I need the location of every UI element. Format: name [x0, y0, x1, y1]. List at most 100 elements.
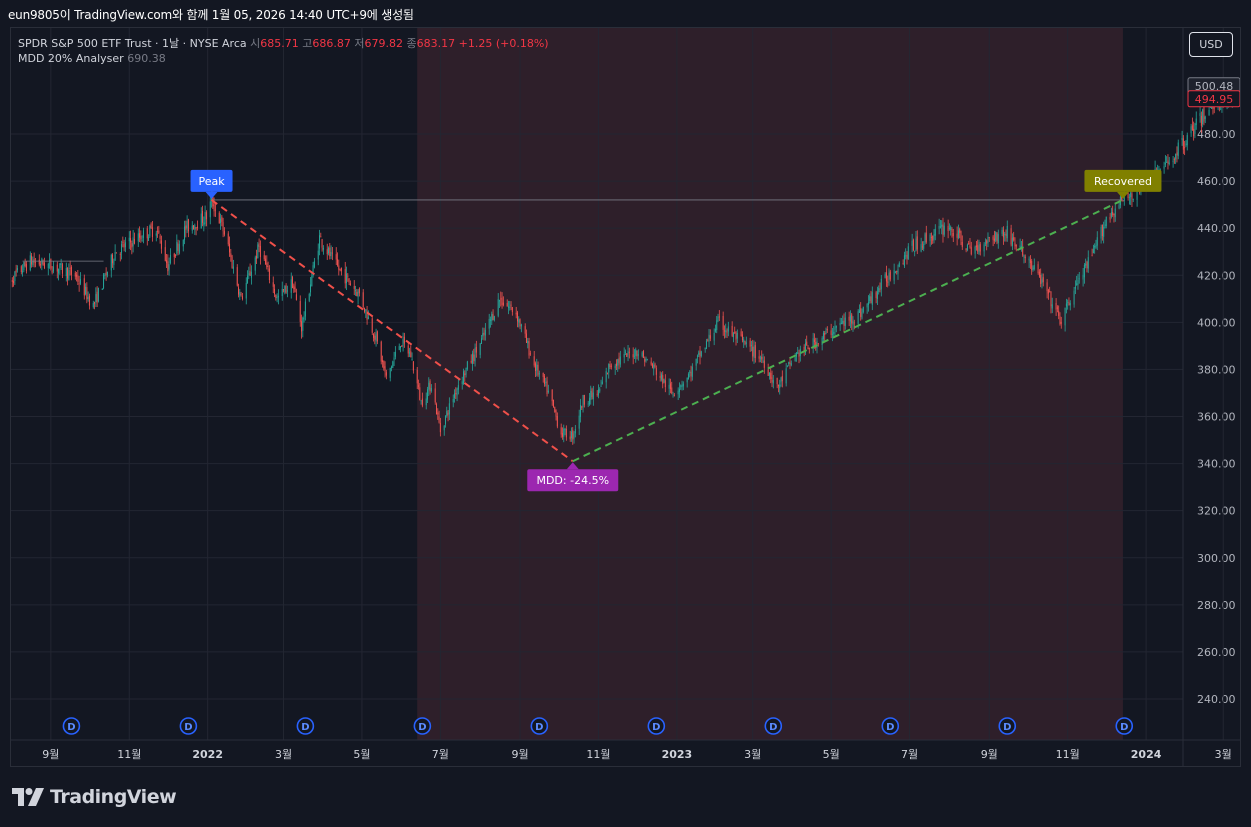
candle-body: [373, 334, 375, 338]
currency-button[interactable]: USD: [1189, 32, 1233, 57]
candle-body: [1101, 224, 1103, 237]
dividend-marker-icon[interactable]: [62, 717, 81, 735]
candle-body: [231, 256, 233, 268]
candle-body: [852, 320, 854, 326]
mdd-label-box[interactable]: [527, 469, 619, 492]
candle-body: [853, 322, 855, 324]
candle-body: [696, 355, 698, 357]
candle-body: [204, 212, 206, 224]
candle-body: [110, 254, 112, 271]
candle-body: [1087, 257, 1089, 269]
candle-body: [533, 356, 535, 366]
dividend-marker-label: D: [652, 722, 660, 733]
candle-body: [113, 260, 115, 265]
candle-body: [130, 238, 132, 243]
candle-body: [157, 231, 159, 232]
price-badge-label: 494.95: [1195, 93, 1234, 106]
candle-body: [322, 247, 324, 250]
candle-body: [22, 271, 24, 273]
candle-body: [453, 393, 455, 398]
candle-body: [274, 288, 276, 294]
candle-body: [61, 264, 63, 274]
candle-body: [885, 272, 887, 282]
candle-body: [34, 261, 36, 263]
chart-area[interactable]: 240.00 260.00 280.00 300.00 320.00 340.00 360.…: [10, 27, 1241, 767]
candle-body: [619, 356, 621, 365]
candle-body: [1011, 237, 1013, 246]
candle-body: [627, 351, 629, 355]
candle-body: [498, 300, 500, 302]
dividend-marker-icon[interactable]: [296, 717, 315, 735]
close-label: 종: [406, 37, 417, 50]
candle-body: [941, 224, 943, 227]
candle-body: [1114, 208, 1116, 218]
candle-body: [896, 270, 898, 272]
candle-body: [311, 276, 313, 287]
dividend-marker-icon[interactable]: [647, 717, 666, 735]
candle-body: [1191, 125, 1193, 130]
candle-body: [744, 341, 746, 344]
peak-label-box[interactable]: [190, 169, 233, 192]
candle-body: [543, 376, 545, 384]
candle-body: [861, 312, 863, 319]
dividend-marker-label: D: [886, 722, 894, 733]
candle-body: [385, 372, 387, 376]
recovered-label-box[interactable]: [1084, 169, 1162, 192]
price-badge: [1187, 90, 1240, 108]
candle-body: [409, 352, 411, 354]
candle-body: [770, 372, 772, 379]
candle-body: [78, 283, 80, 285]
candle-body: [812, 338, 814, 349]
candle-body: [1031, 260, 1033, 271]
candle-body: [725, 330, 727, 333]
dividend-marker-icon[interactable]: [764, 717, 783, 735]
candle-body: [401, 345, 403, 347]
candle-body: [840, 322, 842, 325]
candle-body: [983, 244, 985, 252]
candle-body: [560, 427, 562, 435]
dividend-marker-icon[interactable]: [881, 717, 900, 735]
candle-body: [695, 358, 697, 366]
candle-body: [797, 352, 799, 354]
candle-body: [1013, 237, 1015, 241]
dividend-marker-icon[interactable]: [530, 717, 549, 735]
candle-body: [257, 244, 259, 259]
candle-body: [427, 389, 429, 400]
candle-body: [569, 436, 571, 440]
dividend-marker-icon[interactable]: [413, 717, 432, 735]
dividend-marker-icon[interactable]: [998, 717, 1017, 735]
close-value: 683.17: [416, 37, 456, 50]
candle-body: [1022, 246, 1024, 256]
candle-body: [988, 237, 990, 238]
x-tick-label: 3월: [1215, 748, 1232, 761]
candle-body: [1051, 304, 1053, 309]
candle-body: [959, 228, 961, 233]
symbol-name[interactable]: SPDR S&P 500 ETF Trust · 1날 · NYSE Arca: [18, 37, 247, 50]
candle-body: [302, 317, 304, 331]
candle-body: [984, 242, 986, 244]
dividend-marker-icon[interactable]: [179, 717, 198, 735]
candle-body: [740, 331, 742, 336]
tradingview-brand[interactable]: TradingView: [12, 786, 177, 808]
candle-body: [480, 338, 482, 344]
candle-body: [623, 353, 625, 358]
candle-body: [858, 310, 860, 313]
candle-body: [510, 304, 512, 307]
x-tick-label: 2024: [1131, 748, 1162, 761]
price-chart[interactable]: 240.00 260.00 280.00 300.00 320.00 340.00 360.…: [11, 28, 1240, 766]
indicator-name[interactable]: MDD 20% Analyser: [18, 52, 124, 65]
candle-body: [1109, 216, 1111, 220]
candle-body: [894, 272, 896, 273]
candle-body: [662, 375, 664, 384]
candle-body: [727, 326, 729, 332]
candle-body: [763, 360, 765, 368]
x-tick-label: 11월: [117, 748, 141, 761]
recovered-label-text: Recovered: [1094, 175, 1152, 188]
candle-body: [851, 314, 853, 324]
candle-body: [654, 363, 656, 367]
candle-body: [471, 353, 473, 364]
dividend-marker-icon[interactable]: [1115, 717, 1134, 735]
candle-body: [920, 244, 922, 252]
candle-body: [1127, 191, 1129, 199]
candle-body: [609, 364, 611, 368]
